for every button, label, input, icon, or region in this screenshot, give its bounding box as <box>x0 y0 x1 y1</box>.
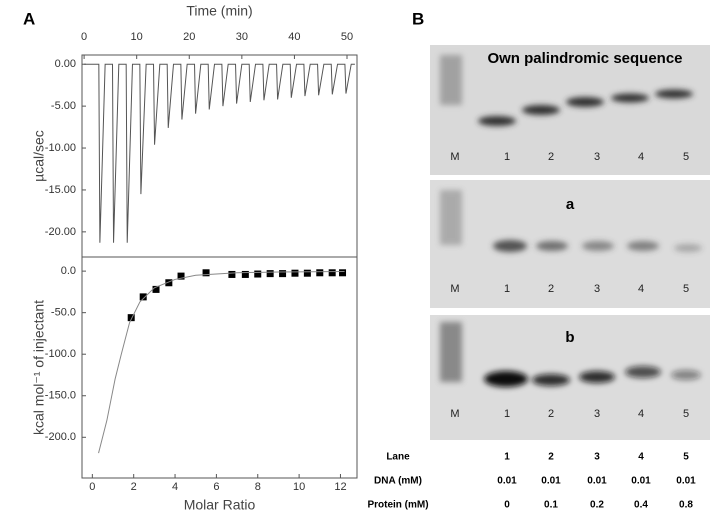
x-tick-label: 10 <box>131 31 143 43</box>
x-axis-title: Molar Ratio <box>184 497 256 513</box>
point <box>152 285 160 293</box>
gel-title: b <box>565 329 574 346</box>
panel-label: A <box>23 9 35 28</box>
point <box>279 270 287 278</box>
x-tick-label: 8 <box>255 481 261 493</box>
point <box>339 269 347 277</box>
point <box>177 272 185 280</box>
plot-frame <box>81 54 358 258</box>
table-cell: Protein (mM) <box>367 500 428 511</box>
table-cell: 0.8 <box>679 500 693 511</box>
point <box>127 314 135 322</box>
table-cell: 2 <box>548 452 554 463</box>
x-tick-label: 0 <box>89 481 95 493</box>
x-tick-label: 30 <box>236 31 248 43</box>
fit-line <box>98 271 345 454</box>
lane-label: 4 <box>638 151 644 163</box>
point <box>316 269 324 277</box>
y-tick-label: -50.0 <box>51 307 76 319</box>
lane-label: 2 <box>548 283 554 295</box>
x-tick-label: 0 <box>81 31 87 43</box>
point <box>139 293 147 301</box>
point <box>254 270 262 278</box>
x-tick-label: 4 <box>172 481 178 493</box>
y-tick-label: 0.0 <box>61 265 76 277</box>
gel <box>430 315 710 440</box>
y-axis-title: kcal mol⁻¹ of injectant <box>31 300 47 435</box>
plot-frame <box>81 256 358 479</box>
x-tick-label: 12 <box>334 481 346 493</box>
x-tick-label: 20 <box>183 31 195 43</box>
table-cell: 3 <box>594 452 600 463</box>
table-cell: 0.1 <box>544 500 558 511</box>
table-cell: 5 <box>683 452 689 463</box>
table-cell: 0.4 <box>634 500 648 511</box>
y-tick-label: -5.00 <box>51 100 76 112</box>
lane-label: 1 <box>504 151 510 163</box>
x-tick-label: 2 <box>131 481 137 493</box>
x-tick-label: 50 <box>341 31 353 43</box>
lane-label: 5 <box>683 283 689 295</box>
table-cell: 0.01 <box>676 476 696 487</box>
point <box>303 269 311 277</box>
y-tick-label: -15.00 <box>45 184 76 196</box>
y-tick-label: 0.00 <box>55 58 76 70</box>
lane-label: 3 <box>594 283 600 295</box>
panel-label: B <box>412 9 424 28</box>
lane-label: 2 <box>548 408 554 420</box>
table-cell: DNA (mM) <box>374 476 422 487</box>
x-tick-label: 40 <box>288 31 300 43</box>
table-cell: 0.01 <box>497 476 517 487</box>
point <box>291 269 299 277</box>
y-tick-label: -100.0 <box>45 348 76 360</box>
x-tick-label: 10 <box>293 481 305 493</box>
y-tick-label: -10.00 <box>45 142 76 154</box>
table-cell: 0.01 <box>541 476 561 487</box>
point <box>266 270 274 278</box>
lane-label: 2 <box>548 151 554 163</box>
lane-label: M <box>450 283 459 295</box>
table-cell: 0.2 <box>590 500 604 511</box>
y-tick-label: -150.0 <box>45 390 76 402</box>
trace <box>84 63 355 243</box>
x-axis-title: Time (min) <box>186 3 252 19</box>
gel-title: a <box>566 196 575 213</box>
lane-label: 3 <box>594 151 600 163</box>
table-cell: 1 <box>504 452 510 463</box>
lane-label: 3 <box>594 408 600 420</box>
lane-label: 4 <box>638 283 644 295</box>
table-cell: 0.01 <box>631 476 651 487</box>
y-axis-title: µcal/sec <box>31 130 47 182</box>
point <box>241 270 249 278</box>
point <box>228 270 236 278</box>
lane-label: 5 <box>683 151 689 163</box>
y-tick-label: -200.0 <box>45 431 76 443</box>
table-cell: Lane <box>386 452 410 463</box>
point <box>328 269 336 277</box>
table-cell: 4 <box>638 452 644 463</box>
gel-title: Own palindromic sequence <box>487 50 682 67</box>
table-cell: 0.01 <box>587 476 607 487</box>
gel <box>430 45 710 175</box>
point <box>202 269 210 277</box>
y-tick-label: -20.00 <box>45 226 76 238</box>
lane-label: 4 <box>638 408 644 420</box>
lane-label: 5 <box>683 408 689 420</box>
x-tick-label: 6 <box>213 481 219 493</box>
point <box>165 279 173 287</box>
gel <box>430 180 710 308</box>
lane-label: 1 <box>504 283 510 295</box>
lane-label: M <box>450 151 459 163</box>
lane-label: M <box>450 408 459 420</box>
table-cell: 0 <box>504 500 510 511</box>
lane-label: 1 <box>504 408 510 420</box>
